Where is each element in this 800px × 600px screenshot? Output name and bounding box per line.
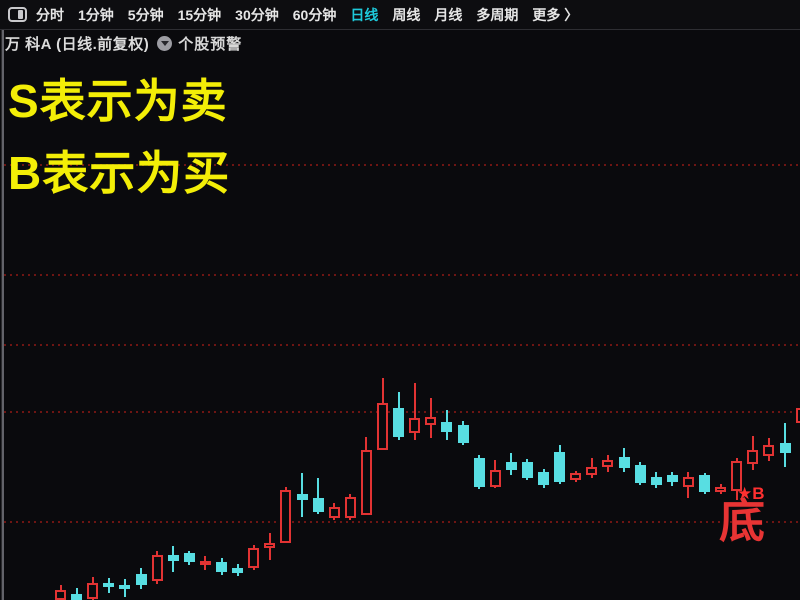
candle-body <box>167 555 179 561</box>
candle-body <box>473 458 485 487</box>
period-tab-1[interactable]: 分时 <box>36 6 64 23</box>
bottom-label: 底 <box>719 495 765 547</box>
panel-toggle-icon[interactable] <box>8 7 27 22</box>
period-tab-4[interactable]: 15分钟 <box>177 6 222 23</box>
candle-body <box>747 450 759 464</box>
candle-body <box>409 418 421 433</box>
candle-body <box>280 490 292 543</box>
annotation-sell-note: S表示为卖 <box>8 75 228 127</box>
candle-body <box>682 477 694 487</box>
period-toolbar: 分时 1分钟 5分钟 15分钟 30分钟 60分钟 日线 周线 月线 多周期 更多 〉 <box>0 0 800 30</box>
candle-body <box>55 590 66 600</box>
period-tab-9[interactable]: 月线 <box>434 6 463 23</box>
candle-body <box>151 555 163 581</box>
period-tab-6[interactable]: 60分钟 <box>292 6 337 23</box>
candle-body <box>650 477 662 485</box>
stock-alert-button[interactable]: 个股预警 <box>178 35 243 53</box>
period-tab-2[interactable]: 1分钟 <box>78 6 114 23</box>
candle-body <box>216 562 227 572</box>
candle-body <box>119 585 131 589</box>
candle-wick <box>413 383 416 440</box>
period-tab-10[interactable]: 多周期 <box>476 6 519 23</box>
candle-body <box>87 583 99 599</box>
candle-body <box>393 408 405 437</box>
candle-body <box>264 543 276 548</box>
annotation-buy-note: B表示为买 <box>8 147 231 199</box>
candle-body <box>199 561 211 565</box>
price-gridline <box>4 274 800 276</box>
stock-title: 万 科A (日线.前复权) <box>5 35 150 53</box>
candle-body <box>71 594 83 600</box>
candle-body <box>699 475 710 492</box>
price-gridline <box>4 164 800 166</box>
period-tabs: 分时 1分钟 5分钟 15分钟 30分钟 60分钟 日线 周线 月线 多周期 更多 〉 <box>36 5 578 25</box>
candle-body <box>602 460 614 467</box>
candle-body <box>586 467 598 475</box>
candle-body <box>103 583 115 587</box>
candle-body <box>779 443 791 453</box>
candle-body <box>634 465 646 483</box>
period-tab-3[interactable]: 5分钟 <box>127 6 164 23</box>
candle-body <box>538 472 549 485</box>
candle-body <box>183 553 195 562</box>
candle-body <box>763 445 775 456</box>
candle-body <box>457 425 469 443</box>
buy-signal-marker: ★B <box>737 484 765 503</box>
candle-body <box>441 422 453 432</box>
candle-body <box>795 408 800 423</box>
candle-body <box>135 574 147 585</box>
candle-body <box>425 417 437 425</box>
period-tab-11[interactable]: 更多 〉 <box>532 6 579 23</box>
chart-left-border <box>1 29 4 600</box>
price-gridline <box>4 344 800 346</box>
candle-body <box>296 494 308 500</box>
candle-body <box>666 475 678 482</box>
candle-body <box>232 568 244 573</box>
price-gridline <box>4 521 800 523</box>
candle-body <box>248 548 260 568</box>
candle-body <box>521 462 533 478</box>
candle-body <box>505 462 517 470</box>
candle-body <box>377 403 388 450</box>
candle-body <box>715 487 727 492</box>
candle-body <box>731 461 743 491</box>
stock-header-row: 万 科A (日线.前复权) 个股预警 <box>0 30 242 56</box>
period-tab-7[interactable]: 日线 <box>350 6 379 23</box>
period-tab-5[interactable]: 30分钟 <box>235 6 279 23</box>
candle-body <box>328 507 340 518</box>
candle-body <box>618 457 630 468</box>
period-tab-8[interactable]: 周线 <box>392 6 421 23</box>
candle-body <box>554 452 566 482</box>
chevron-down-circle-icon[interactable] <box>157 35 173 51</box>
candle-body <box>344 497 356 518</box>
candle-body <box>570 473 582 480</box>
candle-body <box>360 450 372 515</box>
candle-body <box>312 498 324 512</box>
candle-wick <box>317 478 320 514</box>
candle-body <box>489 470 501 487</box>
